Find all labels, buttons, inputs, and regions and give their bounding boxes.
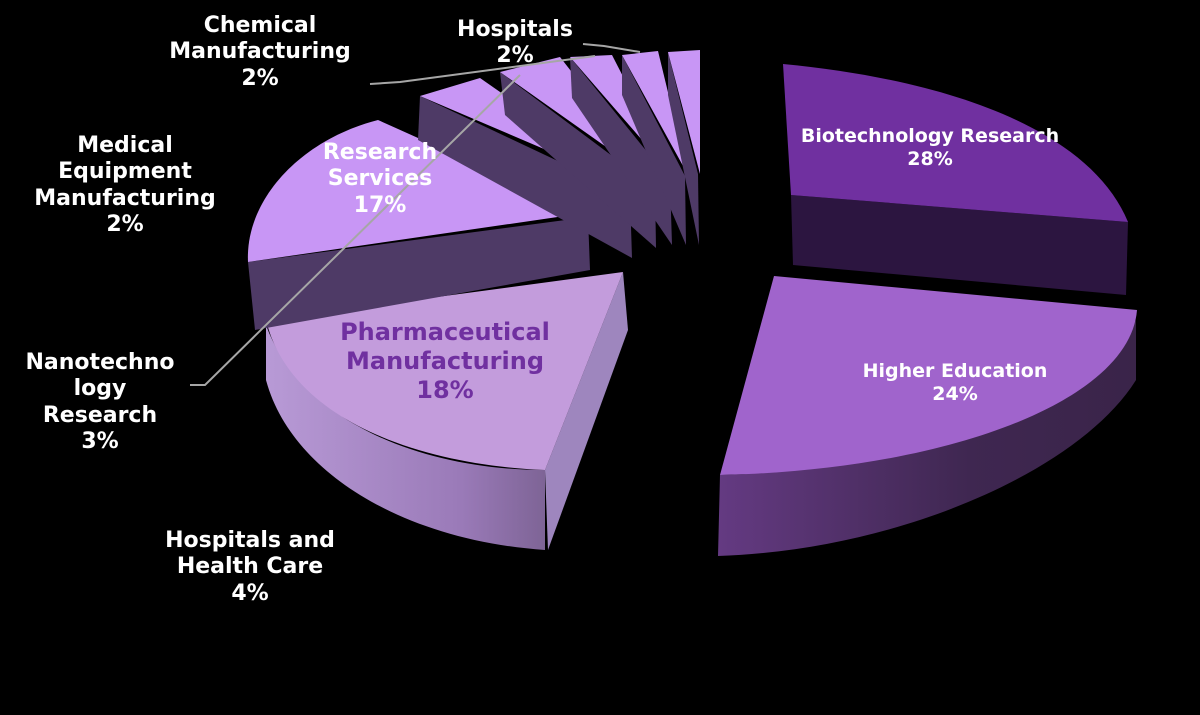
label-hospitals: Hospitals 2% bbox=[457, 17, 573, 69]
slice-higher-education bbox=[718, 276, 1137, 556]
slice-biotechnology-research bbox=[783, 64, 1128, 295]
label-pharmaceutical-manufacturing: Pharmaceutical Manufacturing 18% bbox=[340, 318, 550, 404]
label-research-services: Research Services 17% bbox=[322, 140, 438, 218]
slice-chemical-manufacturing bbox=[622, 51, 688, 245]
slice-research-services bbox=[247, 120, 590, 330]
label-hospitals-and-health-care: Hospitals and Health Care 4% bbox=[165, 528, 335, 606]
slice-pharmaceutical-manufacturing bbox=[266, 272, 628, 550]
label-nanotechnology-research: Nanotechno logy Research 3% bbox=[25, 350, 175, 455]
label-chemical-manufacturing: Chemical Manufacturing 2% bbox=[169, 13, 351, 91]
label-higher-education: Higher Education 24% bbox=[862, 360, 1048, 405]
leader-lines bbox=[190, 43, 641, 386]
label-biotechnology-research: Biotechnology Research 28% bbox=[800, 125, 1060, 170]
slice-hospitals bbox=[668, 50, 700, 245]
label-medical-equipment-manufacturing: Medical Equipment Manufacturing 2% bbox=[34, 133, 216, 238]
